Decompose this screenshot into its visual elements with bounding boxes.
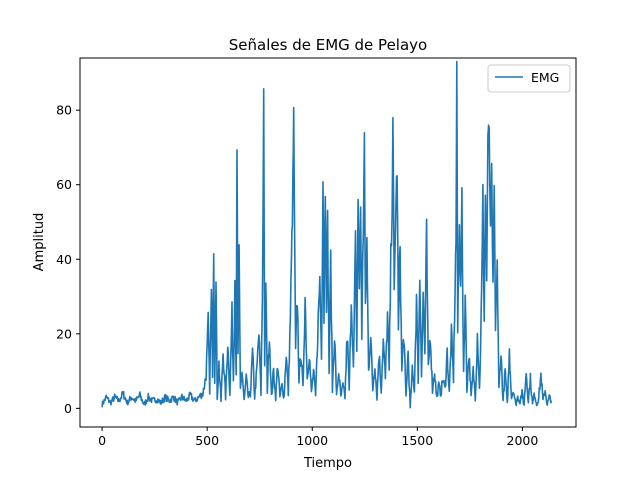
y-tick-label: 80 bbox=[56, 103, 72, 118]
legend: EMG bbox=[487, 64, 571, 93]
y-tick-label: 60 bbox=[56, 177, 72, 192]
y-tick-label: 40 bbox=[56, 252, 72, 267]
y-axis: 0 20 40 60 80 bbox=[56, 103, 80, 416]
x-tick-label: 0 bbox=[98, 433, 106, 448]
series-line-emg bbox=[101, 60, 553, 409]
axes-frame bbox=[79, 57, 577, 428]
x-tick-label: 1000 bbox=[296, 433, 328, 448]
y-tick-label: 20 bbox=[56, 326, 72, 341]
legend-box bbox=[487, 64, 571, 93]
y-axis-label: Amplitud bbox=[32, 213, 47, 272]
x-tick-label: 1500 bbox=[401, 433, 433, 448]
plot-area bbox=[79, 57, 577, 428]
x-axis: 0 500 1000 1500 2000 bbox=[98, 427, 538, 448]
chart-title: Señales de EMG de Pelayo bbox=[229, 36, 427, 54]
y-tick-label: 0 bbox=[64, 401, 72, 416]
legend-label-emg: EMG bbox=[531, 70, 559, 85]
x-tick-label: 2000 bbox=[507, 433, 539, 448]
x-tick-label: 500 bbox=[195, 433, 219, 448]
x-axis-label: Tiempo bbox=[303, 456, 352, 471]
